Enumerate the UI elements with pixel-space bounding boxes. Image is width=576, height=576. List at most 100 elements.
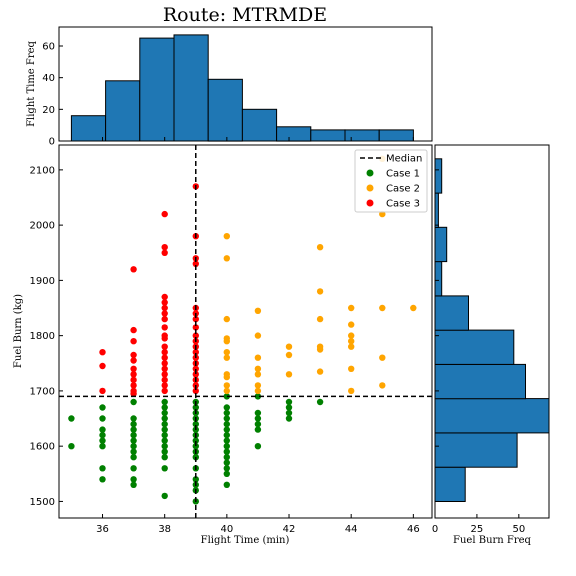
- y-tick-label: 1800: [30, 331, 55, 342]
- scatter-point-case3: [99, 387, 106, 395]
- scatter-point-case1: [130, 465, 137, 472]
- scatter-point-case1: [161, 443, 168, 450]
- scatter-point-case2: [254, 354, 262, 361]
- scatter-point-case1: [316, 398, 324, 406]
- top-y-tick-label: 40: [42, 73, 55, 84]
- scatter-points: [68, 155, 417, 505]
- right-x-tick-label: 25: [471, 524, 484, 535]
- scatter-point-case2: [223, 338, 230, 345]
- legend-case1-label: Case 1: [386, 169, 420, 180]
- flight-time-bar: [310, 129, 346, 142]
- legend-case3-swatch: [366, 199, 374, 207]
- scatter-point-case3: [192, 349, 199, 356]
- scatter-point-case1: [130, 476, 137, 483]
- scatter-point-case2: [316, 315, 324, 323]
- flight-time-bar: [173, 34, 209, 142]
- y-tick-label: 1900: [30, 276, 55, 287]
- scatter-point-case3: [130, 351, 137, 359]
- scatter-point-case2: [379, 382, 386, 389]
- scatter-point-case3: [130, 382, 137, 389]
- scatter-point-case3: [192, 260, 199, 267]
- scatter-point-case3: [192, 324, 199, 331]
- scatter-point-case1: [285, 404, 293, 411]
- scatter-point-case1: [223, 459, 230, 466]
- fuel-burn-freq-label: Fuel Burn Freq: [453, 535, 531, 546]
- flight-time-bar: [344, 129, 380, 142]
- scatter-point-case1: [161, 448, 168, 455]
- scatter-point-case2: [316, 346, 324, 353]
- scatter-point-case1: [99, 404, 106, 411]
- top-y-tick-label: 20: [42, 105, 55, 116]
- scatter-point-case3: [161, 382, 168, 389]
- scatter-point-case1: [161, 431, 168, 439]
- scatter-point-case1: [130, 448, 137, 455]
- scatter-point-case1: [254, 415, 262, 422]
- scatter-point-case2: [254, 382, 262, 389]
- fuel-burn-bar: [434, 398, 550, 434]
- scatter-point-case1: [223, 426, 230, 433]
- scatter-point-case1: [130, 481, 137, 488]
- scatter-point-case2: [348, 387, 355, 395]
- scatter-point-case2: [348, 343, 355, 350]
- scatter-point-case1: [161, 437, 168, 444]
- scatter-point-case3: [99, 349, 106, 356]
- scatter-point-case1: [99, 415, 106, 422]
- scatter-point-case3: [161, 360, 168, 367]
- scatter-point-case1: [130, 454, 137, 461]
- flight-time-x-ticks: 36 38 40 42 44 46: [96, 514, 420, 535]
- flight-time-histogram: 0 20 40 60 Flight Time Freq: [26, 26, 433, 148]
- scatter-point-case3: [161, 310, 168, 317]
- scatter-point-case2: [348, 365, 355, 372]
- flight-time-histogram-frame: [58, 26, 433, 142]
- scatter-point-case3: [161, 210, 168, 218]
- fuel-burn-bar: [434, 158, 443, 194]
- fuel-burn-bar: [434, 432, 518, 468]
- scatter-point-case1: [254, 409, 262, 417]
- legend-case2-swatch: [366, 184, 374, 192]
- x-tick-label: 42: [283, 524, 296, 535]
- scatter-point-case1: [130, 426, 137, 433]
- scatter-point-case1: [223, 448, 230, 455]
- flight-time-freq-label: Flight Time Freq: [26, 40, 37, 126]
- legend-case2-label: Case 2: [386, 184, 420, 195]
- scatter-point-case1: [130, 437, 137, 444]
- scatter-point-case3: [99, 362, 106, 370]
- scatter-point-case1: [254, 426, 262, 433]
- scatter-point-case3: [192, 387, 199, 395]
- scatter-point-case3: [161, 293, 168, 301]
- legend-box: [354, 149, 428, 213]
- scatter-point-case1: [130, 415, 137, 422]
- scatter-point-case3: [161, 387, 168, 395]
- scatter-point-case2: [285, 351, 293, 359]
- fuel-burn-bar: [434, 363, 526, 400]
- scatter-point-case3: [161, 343, 168, 350]
- scatter-point-case1: [130, 443, 137, 450]
- scatter-point-case1: [161, 420, 168, 428]
- scatter-point-case1: [99, 431, 106, 439]
- scatter-point-case1: [161, 415, 168, 422]
- scatter-point-case2: [254, 307, 262, 314]
- scatter-point-case1: [161, 398, 168, 406]
- right-x-tick-label: 50: [512, 524, 525, 535]
- scatter-point-case1: [254, 393, 262, 400]
- scatter-point-case2: [223, 387, 230, 395]
- chart-title: Route: MTRMDE: [163, 4, 327, 26]
- scatter-point-case3: [161, 349, 168, 356]
- y-tick-label: 2100: [30, 165, 55, 176]
- scatter-point-case3: [130, 338, 137, 345]
- scatter-point-case1: [285, 409, 293, 417]
- flight-time-bar: [139, 37, 175, 142]
- y-tick-label: 1600: [30, 442, 55, 453]
- y-tick-label: 1500: [30, 497, 55, 508]
- flight-time-bar: [207, 78, 243, 142]
- x-tick-label: 38: [158, 524, 171, 535]
- top-y-tick-label: 60: [42, 42, 55, 53]
- scatter-point-case1: [192, 420, 199, 428]
- scatter-point-case1: [285, 415, 293, 422]
- scatter-point-case2: [223, 315, 230, 323]
- scatter-point-case1: [161, 454, 168, 461]
- scatter-point-case2: [379, 354, 386, 361]
- fuel-burn-histogram: 0 25 50 Fuel Burn Freq: [432, 144, 550, 546]
- fuel-burn-axis-label: Fuel Burn (kg): [13, 294, 24, 368]
